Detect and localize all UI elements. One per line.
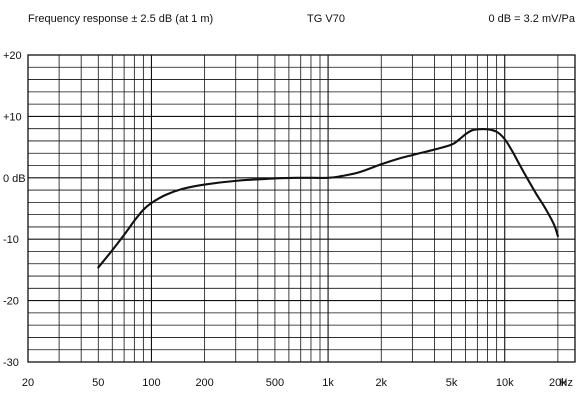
chart-title: TG V70: [307, 13, 345, 25]
x-tick-label: 50: [92, 377, 104, 389]
x-tick-label: 200: [195, 377, 213, 389]
x-tick-label: Hz: [560, 377, 573, 389]
x-tick-label: 20k: [549, 377, 567, 389]
y-tick-label: -20: [3, 296, 19, 308]
y-tick-label: +10: [3, 111, 22, 123]
y-tick-label: -10: [3, 234, 19, 246]
y-tick-labels: +20 +10 0 dB -10 -20 -30: [3, 50, 26, 369]
chart-header-right: 0 dB = 3.2 mV/Pa: [488, 13, 575, 25]
y-tick-label: +20: [3, 50, 22, 62]
grid: [27, 54, 575, 363]
series-layer: [97, 128, 559, 269]
x-tick-label: 20: [22, 377, 34, 389]
x-tick-label: 5k: [446, 377, 458, 389]
chart-header-left: Frequency response ± 2.5 dB (at 1 m): [28, 13, 213, 25]
frequency-response-line: [97, 128, 559, 269]
x-tick-label: 10k: [496, 377, 514, 389]
plot-frame: [27, 54, 576, 363]
y-tick-label: -30: [3, 357, 19, 369]
x-tick-label: 1k: [322, 377, 334, 389]
x-tick-label: 2k: [375, 377, 387, 389]
x-tick-label: 500: [266, 377, 284, 389]
y-tick-label: 0 dB: [3, 173, 26, 185]
x-tick-label: 100: [142, 377, 160, 389]
